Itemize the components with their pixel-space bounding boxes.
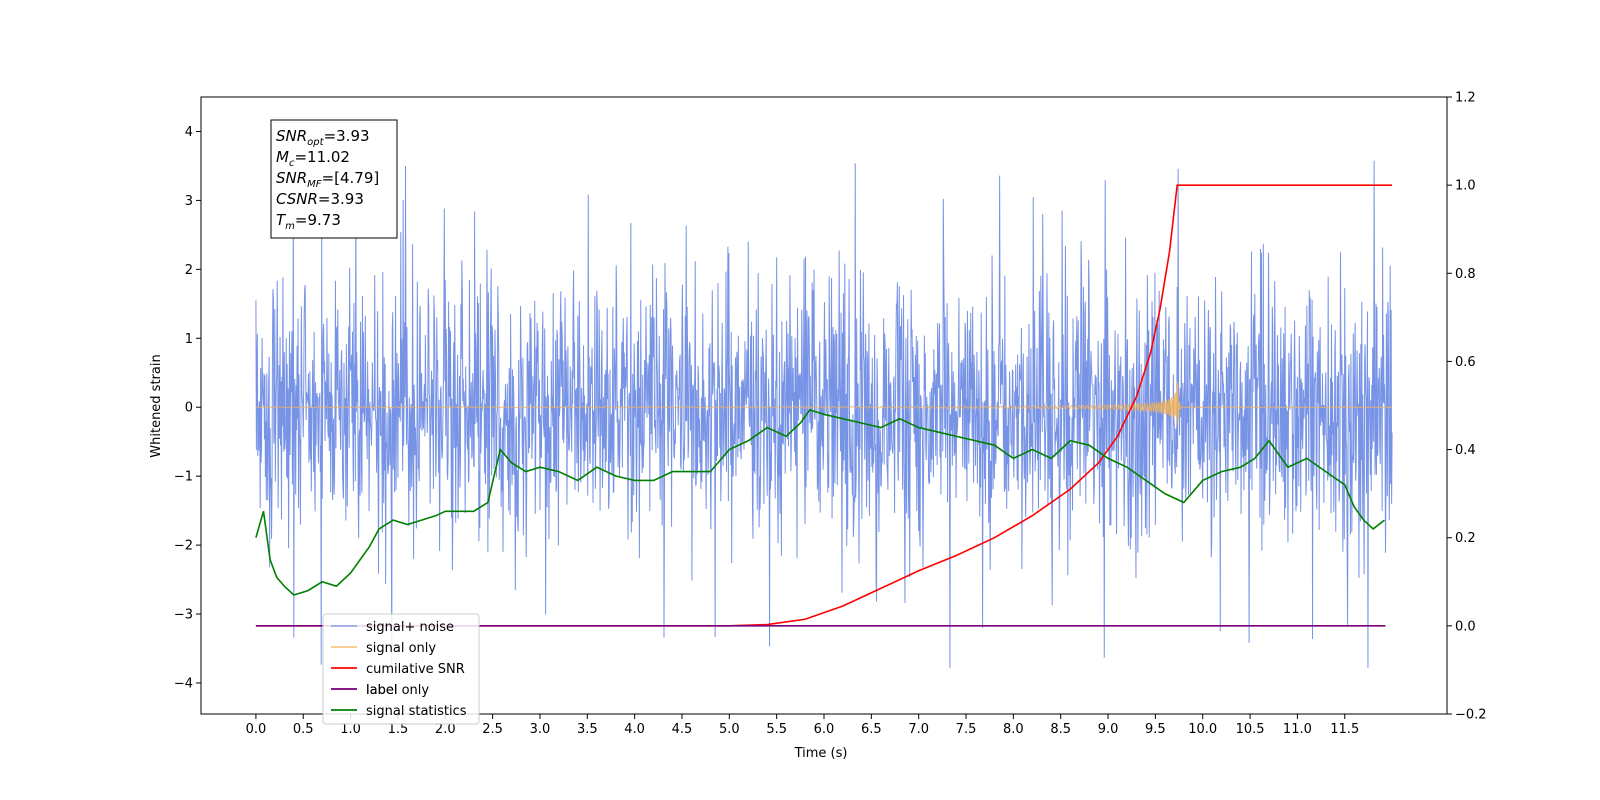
annotation-line: Mc=11.02 bbox=[276, 148, 350, 169]
left-y-tick-label: 3 bbox=[185, 194, 193, 209]
right-y-tick-label: 0.2 bbox=[1455, 531, 1476, 546]
legend-label-text: signal+ noise bbox=[366, 620, 454, 635]
left-y-tick-label: 1 bbox=[185, 332, 193, 347]
x-tick-label: 6.5 bbox=[861, 722, 882, 737]
x-tick-label: 6.0 bbox=[814, 722, 835, 737]
annotation-box: SNRopt=3.93Mc=11.02SNRMF=[4.79]CSNR=3.93… bbox=[270, 119, 398, 239]
right-y-tick-label: 0.6 bbox=[1455, 355, 1476, 370]
left-y-tick-label: −4 bbox=[174, 676, 193, 691]
right-y-tick-label: 1.2 bbox=[1455, 91, 1476, 106]
x-tick-label: 4.0 bbox=[624, 722, 645, 737]
series-signal-only-line bbox=[255, 381, 1393, 425]
x-axis-label: Time (s) bbox=[794, 746, 848, 761]
x-tick-label: 10.5 bbox=[1236, 722, 1265, 737]
x-tick-label: 2.0 bbox=[435, 722, 456, 737]
x-tick-label: 10.0 bbox=[1188, 722, 1217, 737]
x-axis-ticks: 0.0 0.5 1.0 1.5 2.0 2.5 3.0 3.5 4.0 4.5 5.0 5.5 6.0 6… bbox=[246, 714, 1359, 737]
x-tick-label: 7.5 bbox=[956, 722, 977, 737]
x-tick-label: 2.5 bbox=[482, 722, 503, 737]
series-cumulative-snr-line bbox=[255, 184, 1393, 627]
left-y-axis-label: Whitened strain bbox=[149, 354, 164, 457]
x-tick-label: 3.0 bbox=[530, 722, 551, 737]
right-y-axis-ticks: 1.2 1.0 0.8 0.6 0.4 0.2 0.0 −0.2 bbox=[1447, 91, 1487, 723]
annotation-line: SNRopt=3.93 bbox=[276, 127, 370, 148]
plot-area bbox=[255, 160, 1393, 669]
x-tick-label: 9.5 bbox=[1145, 722, 1166, 737]
left-y-tick-label: 4 bbox=[185, 125, 193, 140]
x-tick-label: 9.0 bbox=[1098, 722, 1119, 737]
x-tick-label: 8.0 bbox=[1003, 722, 1024, 737]
series-signal-statistics-line bbox=[255, 408, 1386, 596]
x-tick-label: 8.5 bbox=[1050, 722, 1071, 737]
x-tick-label: 5.0 bbox=[719, 722, 740, 737]
legend-signal-only: signal only bbox=[331, 641, 436, 656]
legend-box bbox=[322, 613, 480, 725]
x-tick-label: 3.5 bbox=[577, 722, 598, 737]
legend-cumulative-snr: cumilative SNR bbox=[331, 662, 465, 677]
annotation-box-border bbox=[270, 119, 398, 239]
right-y-tick-label: 0.8 bbox=[1455, 267, 1476, 282]
annotation-line: Tm=9.73 bbox=[276, 211, 341, 232]
x-tick-label: 0.0 bbox=[246, 722, 267, 737]
series-signal-noise-line bbox=[255, 160, 1393, 669]
legend-label: label bbox=[331, 683, 397, 698]
legend-signal-statistics: signal statistics bbox=[331, 704, 467, 719]
legend-label-text: signal statistics bbox=[366, 704, 467, 719]
legend-label-text: cumilative SNR bbox=[366, 662, 465, 677]
right-y-tick-label: 0.0 bbox=[1455, 619, 1476, 634]
x-tick-label: 4.5 bbox=[672, 722, 693, 737]
left-y-tick-label: −2 bbox=[174, 539, 193, 554]
annotation-line: SNRMF=[4.79] bbox=[276, 169, 379, 190]
right-y-tick-label: −0.2 bbox=[1455, 708, 1487, 723]
left-y-tick-label: −1 bbox=[174, 470, 193, 485]
x-tick-label: 1.5 bbox=[388, 722, 409, 737]
left-y-tick-label: 2 bbox=[185, 263, 193, 278]
x-tick-label: 1.0 bbox=[340, 722, 361, 737]
annotation-line: CSNR=3.93 bbox=[276, 190, 364, 208]
left-y-tick-label: 0 bbox=[185, 401, 193, 416]
right-y-tick-label: 0.4 bbox=[1455, 443, 1476, 458]
legend-label-text: label bbox=[366, 683, 397, 698]
legend-label-text: label only bbox=[366, 683, 429, 698]
x-tick-label: 5.5 bbox=[766, 722, 787, 737]
left-y-axis-ticks: 4 3 2 1 0 −1 −2 −3 −4 bbox=[174, 125, 201, 691]
right-y-tick-label: 1.0 bbox=[1455, 179, 1476, 194]
x-tick-label: 0.5 bbox=[293, 722, 314, 737]
left-y-tick-label: −3 bbox=[174, 608, 193, 623]
legend-label-text: signal only bbox=[366, 641, 436, 656]
x-tick-label: 7.0 bbox=[908, 722, 929, 737]
legend: label only signal+ noise signal only cumila… bbox=[322, 613, 480, 725]
x-tick-label: 11.5 bbox=[1330, 722, 1359, 737]
legend-signal-noise: signal+ noise bbox=[331, 620, 454, 635]
x-tick-label: 11.0 bbox=[1283, 722, 1312, 737]
